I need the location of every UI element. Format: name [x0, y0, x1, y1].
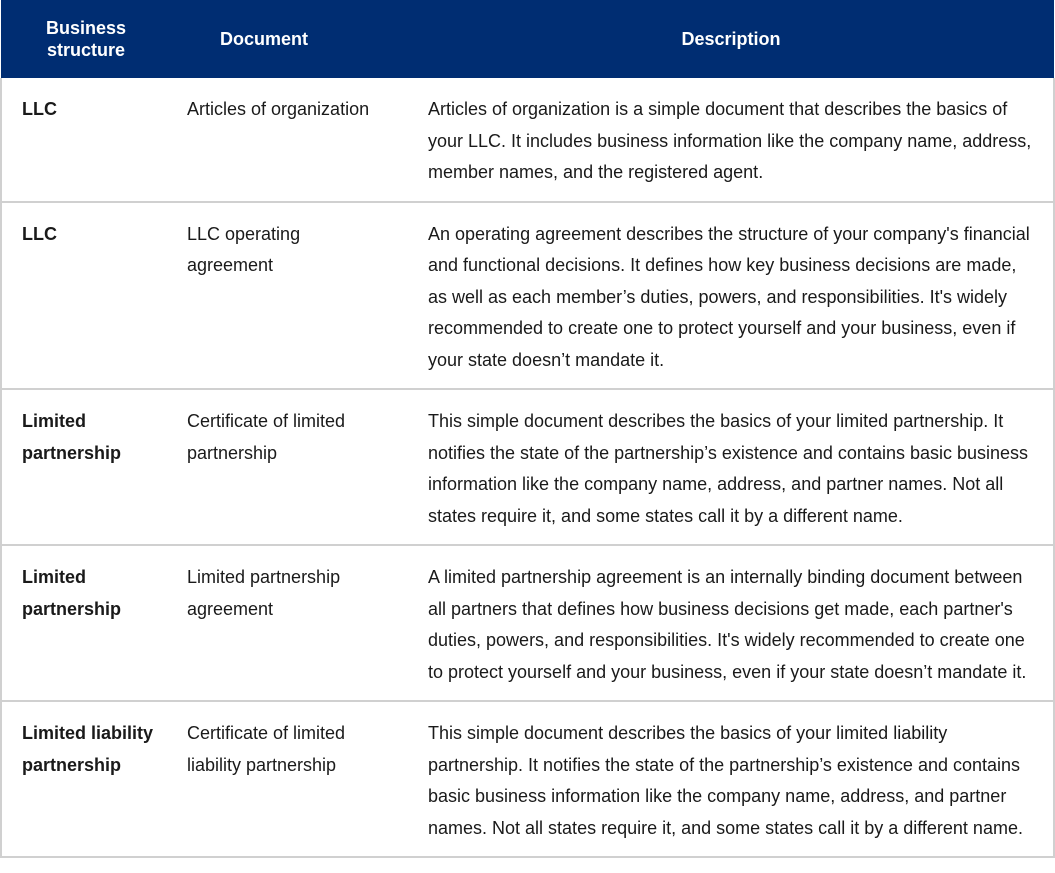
cell-document: Certificate of limited partnership: [171, 389, 408, 546]
table-body: LLC Articles of organization Articles of…: [1, 78, 1054, 858]
cell-business-structure: Limited liability partnership: [1, 701, 171, 858]
cell-description-text: A limited partnership agreement is an in…: [428, 567, 1027, 682]
cell-document-text: Certificate of limited partnership: [187, 411, 346, 463]
cell-business-structure-text: Limited partnership: [22, 567, 122, 619]
cell-description-text: This simple document describes the basic…: [428, 411, 1029, 526]
header-document: Document: [220, 29, 309, 49]
cell-business-structure: Limited partnership: [1, 545, 171, 702]
cell-document: Limited partnership agreement: [171, 545, 408, 702]
cell-business-structure-text: Limited partnership: [22, 411, 122, 463]
cell-business-structure: Limited partnership: [1, 389, 171, 546]
cell-description-text: Articles of organization is a simple doc…: [428, 99, 1032, 182]
table-row: Limited liability partnership Certificat…: [1, 701, 1054, 858]
cell-description: An operating agreement describes the str…: [408, 201, 1054, 390]
table-row: LLC Articles of organization Articles of…: [1, 78, 1054, 203]
cell-document-text: Limited partnership agreement: [187, 567, 341, 619]
table-row: Limited partnership Certificate of limit…: [1, 389, 1054, 546]
cell-document-text: LLC operating agreement: [187, 223, 301, 276]
header-business-structure-line2: structure: [46, 40, 126, 60]
cell-business-structure-text: LLC: [22, 223, 57, 244]
cell-document-text: Certificate of limited liability partner…: [187, 723, 346, 775]
cell-description-text: This simple document describes the basic…: [428, 723, 1023, 838]
header-business-structure: Business structure: [1, 0, 171, 78]
cell-business-structure: LLC: [1, 201, 171, 390]
table-row: Limited partnership Limited partnership …: [1, 545, 1054, 702]
cell-document: LLC operating agreement: [171, 201, 408, 390]
cell-document: Certificate of limited liability partner…: [171, 701, 408, 858]
cell-description: This simple document describes the basic…: [408, 701, 1054, 858]
cell-description-text: An operating agreement describes the str…: [428, 223, 1030, 370]
cell-business-structure-text: Limited liability partnership: [22, 723, 154, 775]
header-description: Description: [681, 29, 781, 49]
cell-document-text: Articles of organization: [187, 99, 370, 119]
table-header: Business structure Document Description: [1, 0, 1054, 78]
cell-document: Articles of organization: [171, 78, 408, 203]
cell-description: A limited partnership agreement is an in…: [408, 545, 1054, 702]
table-row: LLC LLC operating agreement An operating…: [1, 201, 1054, 390]
cell-description: Articles of organization is a simple doc…: [408, 78, 1054, 203]
cell-description: This simple document describes the basic…: [408, 389, 1054, 546]
cell-business-structure-text: LLC: [22, 99, 57, 119]
header-business-structure-line1: Business: [45, 18, 127, 38]
table-header-row: Business structure Document Description: [1, 0, 1054, 78]
cell-business-structure: LLC: [1, 78, 171, 203]
